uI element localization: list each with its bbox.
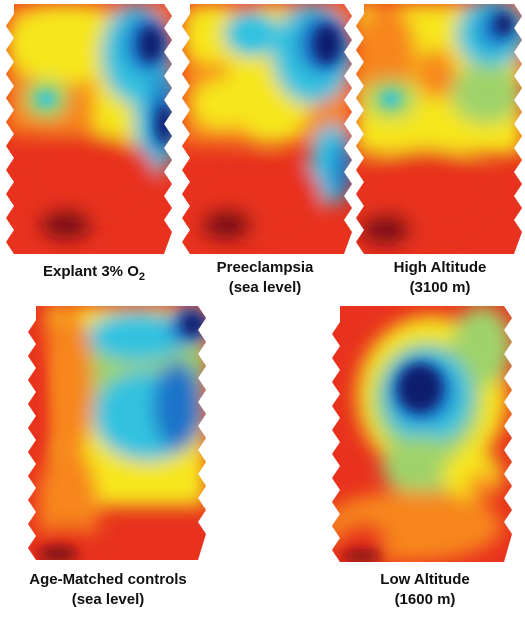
heatmap-panel-high-altitude xyxy=(356,4,522,254)
caption-age-matched-line2: (sea level) xyxy=(71,591,145,608)
heatmap-panel-preeclampsia xyxy=(182,4,352,254)
heatmap-panel-low-altitude xyxy=(332,306,512,562)
heatmap-explant-image xyxy=(6,4,172,254)
caption-age-matched-line1: Age-Matched controls xyxy=(29,571,187,588)
heatmap-age-matched-image xyxy=(28,306,206,560)
heatmap-low-altitude-image xyxy=(332,306,512,562)
caption-explant-subscript: 2 xyxy=(138,271,145,283)
caption-low-altitude: Low Altitude (1600 m) xyxy=(350,570,500,610)
caption-preeclampsia-line1: Preeclampsia xyxy=(216,259,314,276)
caption-explant: Explant 3% O2 xyxy=(14,262,174,283)
caption-low-altitude-line2: (1600 m) xyxy=(394,591,456,608)
heatmap-preeclampsia-image xyxy=(182,4,352,254)
caption-explant-main: Explant 3% O xyxy=(43,263,139,280)
heatmap-high-altitude-image xyxy=(356,4,522,254)
heatmap-panel-age-matched xyxy=(28,306,206,560)
caption-preeclampsia: Preeclampsia (sea level) xyxy=(190,258,340,298)
caption-age-matched: Age-Matched controls (sea level) xyxy=(8,570,208,610)
caption-high-altitude-line2: (3100 m) xyxy=(409,279,471,296)
caption-low-altitude-line1: Low Altitude xyxy=(380,571,470,588)
heatmap-panel-explant xyxy=(6,4,172,254)
caption-high-altitude: High Altitude (3100 m) xyxy=(370,258,510,298)
caption-high-altitude-line1: High Altitude xyxy=(393,259,487,276)
caption-preeclampsia-line2: (sea level) xyxy=(228,279,302,296)
